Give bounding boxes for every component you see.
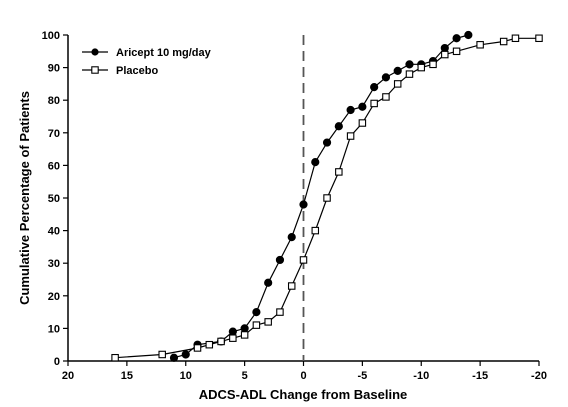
legend-label: Placebo — [116, 65, 158, 77]
legend-marker — [91, 48, 99, 56]
data-point — [287, 282, 296, 290]
data-point — [417, 63, 425, 72]
data-point — [311, 158, 320, 167]
x-tick-label: 0 — [300, 370, 306, 382]
x-tick-label: 10 — [180, 370, 192, 382]
data-point — [229, 334, 237, 342]
data-point — [358, 102, 367, 111]
data-point — [346, 105, 355, 115]
series-1 — [169, 30, 473, 362]
data-point — [323, 194, 331, 202]
legend: Aricept 10 mg/day Placebo — [82, 47, 212, 77]
series-group — [111, 30, 543, 362]
y-tick-label: 20 — [48, 291, 60, 303]
y-axis-title: Cumulative Percentage of Patients — [17, 91, 32, 305]
data-point — [452, 34, 461, 43]
data-point — [169, 353, 179, 362]
series-2 — [111, 34, 543, 362]
data-point — [276, 308, 284, 316]
data-point — [299, 200, 308, 209]
data-point — [346, 132, 355, 140]
y-tick-label: 90 — [48, 63, 60, 75]
data-point — [335, 168, 343, 176]
legend-marker — [91, 66, 99, 74]
data-point — [252, 321, 261, 329]
y-tick-label: 60 — [48, 160, 60, 172]
data-point — [228, 327, 237, 336]
data-point — [193, 344, 202, 352]
x-tick-label: 15 — [121, 370, 133, 382]
x-tick-label: 20 — [62, 370, 74, 382]
legend-item: Aricept 10 mg/day — [82, 47, 212, 59]
y-tick-label: 50 — [48, 193, 60, 205]
data-point — [240, 331, 249, 339]
x-tick-label: -5 — [357, 370, 367, 382]
y-tick-label: 100 — [42, 30, 60, 42]
data-point — [511, 34, 520, 43]
y-tick-label: 80 — [48, 95, 60, 107]
x-tick-label: -15 — [472, 370, 488, 382]
data-point — [158, 350, 166, 359]
data-point — [381, 73, 391, 82]
y-tick-label: 0 — [54, 356, 60, 368]
data-point — [217, 337, 225, 346]
data-point — [264, 318, 272, 326]
data-point — [264, 278, 273, 287]
data-point — [358, 119, 367, 127]
data-point — [240, 324, 249, 333]
series-line — [173, 34, 469, 359]
data-point — [370, 83, 379, 92]
data-point — [111, 353, 119, 362]
data-point — [205, 340, 214, 349]
data-point — [405, 60, 414, 69]
data-point — [287, 233, 296, 242]
data-point — [382, 93, 390, 101]
data-point — [476, 41, 484, 49]
legend-item: Placebo — [82, 65, 158, 77]
data-point — [275, 255, 285, 265]
legend-label: Aricept 10 mg/day — [116, 47, 212, 59]
data-point — [393, 66, 402, 75]
data-point — [405, 70, 414, 78]
data-point — [464, 30, 473, 40]
y-tick-label: 10 — [48, 323, 60, 335]
data-point — [452, 47, 461, 56]
data-point — [334, 122, 343, 131]
y-tick-label: 40 — [48, 226, 60, 238]
x-tick-label: 5 — [242, 370, 248, 382]
data-point — [311, 226, 320, 235]
data-point — [252, 308, 261, 317]
data-point — [393, 80, 402, 88]
data-point — [181, 350, 190, 359]
y-tick-label: 70 — [48, 128, 60, 140]
data-point — [535, 34, 543, 43]
data-point — [370, 99, 378, 108]
data-point — [299, 256, 308, 264]
y-tick-label: 30 — [48, 258, 60, 270]
data-point — [499, 37, 508, 46]
data-point — [429, 60, 437, 69]
data-point — [440, 43, 449, 53]
data-point — [322, 138, 332, 147]
x-tick-label: -10 — [413, 370, 429, 382]
x-axis-title: ADCS-ADL Change from Baseline — [199, 387, 408, 402]
data-point — [441, 50, 449, 59]
x-tick-label: -20 — [531, 370, 547, 382]
